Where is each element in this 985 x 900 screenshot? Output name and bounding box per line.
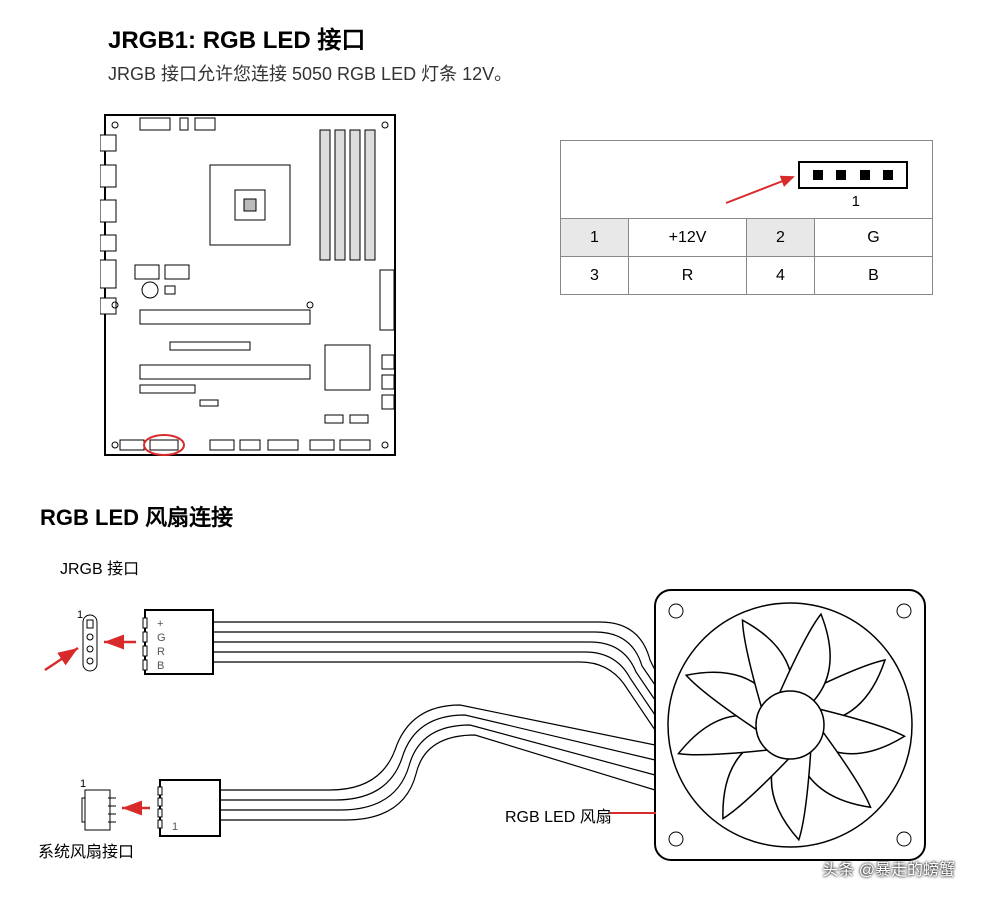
svg-text:G: G — [157, 632, 166, 644]
pin-cell: B — [815, 257, 933, 295]
pin-cell: 1 — [561, 219, 629, 257]
pin-definition-table: 1 1 +12V 2 G 3 R 4 B — [560, 140, 933, 295]
sysfan-header-icon: 1 — [80, 778, 116, 830]
pin-cell: G — [815, 219, 933, 257]
fan-connection-diagram: 1 + G R B 1 1 — [0, 540, 985, 890]
svg-text:1: 1 — [80, 778, 86, 790]
svg-text:+: + — [157, 618, 163, 630]
page-title: JRGB1: RGB LED 接口 — [108, 20, 365, 55]
arrow-icon — [45, 648, 78, 670]
svg-text:R: R — [157, 646, 165, 658]
svg-text:1: 1 — [77, 609, 83, 621]
pin-one-label: 1 — [852, 193, 860, 210]
page-subtitle: JRGB 接口允许您连接 5050 RGB LED 灯条 12V。 — [108, 60, 512, 86]
section-heading-fan: RGB LED 风扇连接 — [40, 500, 233, 532]
watermark-text: 头条 @暴走的螃蟹 — [822, 856, 955, 880]
pin-header-drawing: 1 — [561, 141, 932, 218]
fan-icon — [655, 590, 925, 860]
rgb-cable — [213, 622, 655, 730]
svg-text:1: 1 — [172, 821, 178, 833]
arrow-to-pin-header — [726, 177, 793, 203]
svg-text:B: B — [157, 660, 164, 672]
pin-cell: 4 — [747, 257, 815, 295]
pin-cell: R — [629, 257, 747, 295]
jrgb-header-icon: 1 — [77, 609, 97, 671]
fan-power-cable — [220, 705, 655, 820]
motherboard-diagram — [100, 110, 400, 465]
rgb-plug-icon: + G R B — [143, 610, 213, 674]
pin-cell: +12V — [629, 219, 747, 257]
pin-cell: 3 — [561, 257, 629, 295]
fan-power-plug-icon: 1 — [158, 780, 220, 836]
pin-cell: 2 — [747, 219, 815, 257]
